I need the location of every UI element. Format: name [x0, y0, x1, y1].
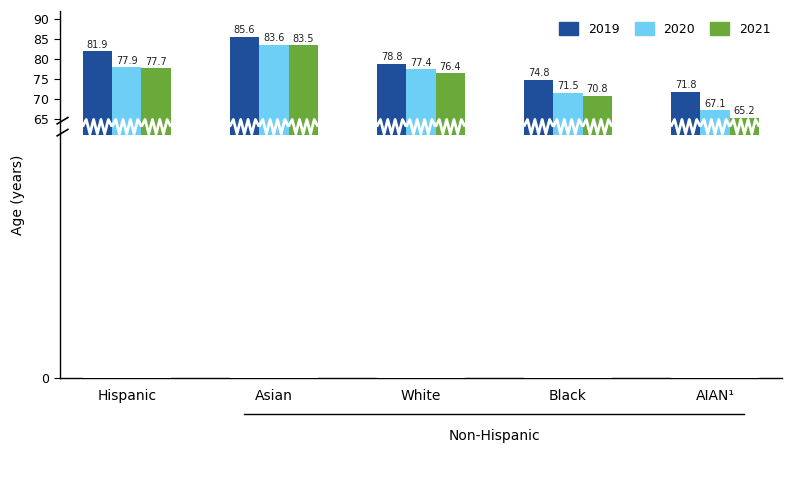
Bar — [730, 118, 759, 378]
Bar — [82, 135, 112, 378]
Text: 67.1: 67.1 — [704, 99, 726, 109]
Bar — [524, 80, 554, 378]
Bar — [141, 135, 170, 378]
Text: Non-Hispanic: Non-Hispanic — [449, 429, 540, 443]
Bar — [230, 135, 259, 378]
Bar — [406, 135, 435, 378]
Bar — [230, 37, 259, 378]
Bar — [112, 67, 141, 378]
Legend: 2019, 2020, 2021: 2019, 2020, 2021 — [554, 17, 776, 41]
Text: 83.5: 83.5 — [293, 33, 314, 44]
Text: 77.7: 77.7 — [145, 57, 167, 67]
Bar — [289, 135, 318, 378]
Bar — [671, 135, 700, 378]
Bar — [730, 135, 759, 378]
Text: 70.8: 70.8 — [587, 84, 608, 94]
Text: 85.6: 85.6 — [234, 25, 255, 35]
Bar — [289, 45, 318, 378]
Bar — [259, 135, 289, 378]
Bar — [554, 93, 583, 378]
Y-axis label: Age (years): Age (years) — [11, 154, 25, 235]
Text: 74.8: 74.8 — [528, 68, 550, 78]
Text: 77.4: 77.4 — [410, 58, 431, 68]
Text: 65.2: 65.2 — [734, 106, 755, 117]
Text: 71.5: 71.5 — [557, 81, 579, 91]
Bar — [583, 135, 612, 378]
Bar — [583, 95, 612, 378]
Bar — [435, 135, 465, 378]
Bar — [524, 135, 554, 378]
Bar — [377, 64, 406, 378]
Bar — [141, 68, 170, 378]
Text: 77.9: 77.9 — [116, 56, 137, 66]
Bar — [700, 110, 730, 378]
Bar — [377, 135, 406, 378]
Text: 83.6: 83.6 — [263, 33, 285, 43]
Text: 71.8: 71.8 — [675, 80, 696, 90]
Bar — [259, 45, 289, 378]
Bar — [112, 135, 141, 378]
Bar — [406, 69, 435, 378]
Text: 78.8: 78.8 — [381, 52, 402, 62]
Bar — [435, 73, 465, 378]
Bar — [82, 51, 112, 378]
Text: 76.4: 76.4 — [439, 62, 461, 72]
Text: 81.9: 81.9 — [86, 40, 108, 50]
Bar — [554, 135, 583, 378]
Bar — [671, 91, 700, 378]
Bar — [700, 135, 730, 378]
